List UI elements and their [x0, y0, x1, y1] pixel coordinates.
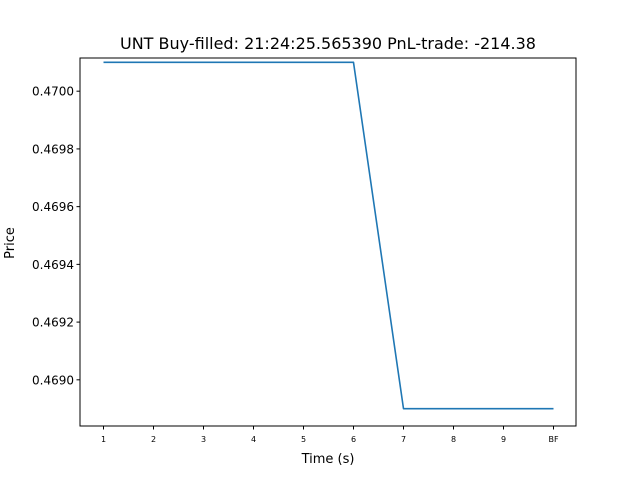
x-tick-label: 6 — [351, 435, 356, 444]
x-tick-label: 5 — [301, 435, 306, 444]
x-tick-label: 9 — [501, 435, 506, 444]
y-axis-label: Price — [3, 227, 18, 259]
y-tick-label: 0.4692 — [32, 316, 74, 330]
x-axis: 1 2 3 4 5 6 7 8 9 BF — [101, 426, 559, 444]
plot-frame — [79, 57, 577, 427]
y-tick-label: 0.4690 — [32, 373, 74, 387]
x-tick-label: 8 — [451, 435, 456, 444]
y-tick-label: 0.4698 — [32, 142, 74, 156]
x-axis-label: Time (s) — [301, 452, 355, 467]
y-tick-label: 0.4694 — [32, 258, 74, 272]
chart-title: UNT Buy-filled: 21:24:25.565390 PnL-trad… — [120, 34, 536, 53]
x-tick-label: 3 — [201, 435, 206, 444]
x-tick-label: 7 — [401, 435, 406, 444]
y-tick-label: 0.4696 — [32, 200, 74, 214]
x-tick-label: 4 — [251, 435, 256, 444]
y-axis: 0.4690 0.4692 0.4694 0.4696 0.4698 0.4700 — [32, 85, 80, 387]
price-series-line — [103, 61, 554, 410]
x-tick-label: BF — [548, 435, 558, 444]
series-layer — [103, 61, 554, 410]
x-tick-label: 1 — [101, 435, 106, 444]
x-tick-label: 2 — [151, 435, 156, 444]
y-tick-label: 0.4700 — [32, 85, 74, 99]
